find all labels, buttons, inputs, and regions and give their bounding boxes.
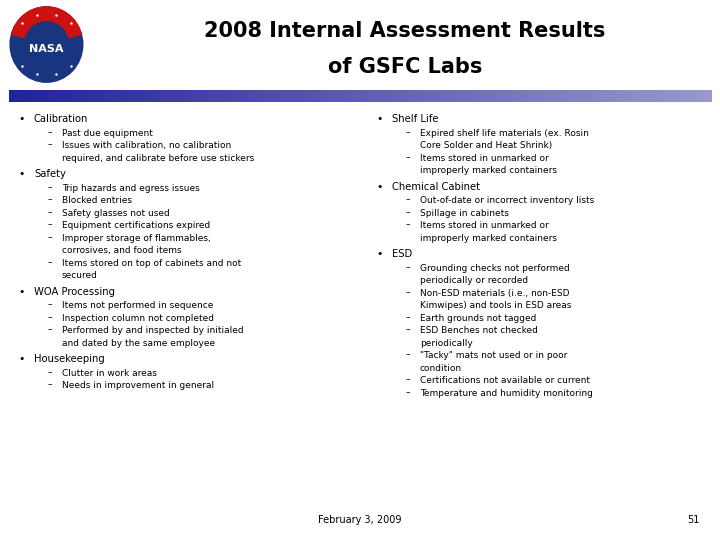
Text: –: – bbox=[48, 380, 53, 389]
Text: –: – bbox=[406, 375, 410, 384]
Text: Inspection column not completed: Inspection column not completed bbox=[62, 314, 214, 323]
Text: WOA Processing: WOA Processing bbox=[34, 287, 115, 297]
Text: Items stored in unmarked or: Items stored in unmarked or bbox=[420, 154, 549, 163]
Text: periodically or recorded: periodically or recorded bbox=[420, 276, 528, 285]
Wedge shape bbox=[11, 6, 82, 38]
Text: corrosives, and food items: corrosives, and food items bbox=[62, 246, 181, 255]
Text: •: • bbox=[377, 114, 383, 124]
Text: •: • bbox=[377, 249, 383, 259]
Text: Out-of-date or incorrect inventory lists: Out-of-date or incorrect inventory lists bbox=[420, 196, 594, 205]
Text: –: – bbox=[48, 220, 53, 230]
Text: Items stored in unmarked or: Items stored in unmarked or bbox=[420, 221, 549, 230]
Text: –: – bbox=[406, 263, 410, 272]
Text: –: – bbox=[48, 128, 53, 137]
Text: secured: secured bbox=[62, 271, 98, 280]
Text: Housekeeping: Housekeeping bbox=[34, 354, 104, 364]
Text: "Tacky" mats not used or in poor: "Tacky" mats not used or in poor bbox=[420, 351, 567, 360]
Text: Shelf Life: Shelf Life bbox=[392, 114, 438, 124]
Text: and dated by the same employee: and dated by the same employee bbox=[62, 339, 215, 348]
Text: Blocked entries: Blocked entries bbox=[62, 196, 132, 205]
Text: –: – bbox=[48, 233, 53, 242]
Text: –: – bbox=[406, 388, 410, 397]
Circle shape bbox=[9, 6, 84, 83]
Text: Trip hazards and egress issues: Trip hazards and egress issues bbox=[62, 184, 199, 193]
Text: condition: condition bbox=[420, 364, 462, 373]
Text: –: – bbox=[48, 140, 53, 149]
Text: Issues with calibration, no calibration: Issues with calibration, no calibration bbox=[62, 141, 231, 150]
Text: February 3, 2009: February 3, 2009 bbox=[318, 515, 402, 525]
Text: Non-ESD materials (i.e., non-ESD: Non-ESD materials (i.e., non-ESD bbox=[420, 289, 570, 298]
Text: –: – bbox=[406, 350, 410, 359]
Text: 51: 51 bbox=[688, 515, 700, 525]
Text: Items stored on top of cabinets and not: Items stored on top of cabinets and not bbox=[62, 259, 241, 268]
Text: –: – bbox=[48, 368, 53, 377]
Text: –: – bbox=[406, 288, 410, 297]
Text: Clutter in work areas: Clutter in work areas bbox=[62, 369, 157, 378]
Text: required, and calibrate before use stickers: required, and calibrate before use stick… bbox=[62, 154, 254, 163]
Text: –: – bbox=[48, 258, 53, 267]
Text: Core Solder and Heat Shrink): Core Solder and Heat Shrink) bbox=[420, 141, 552, 150]
Text: periodically: periodically bbox=[420, 339, 473, 348]
Text: •: • bbox=[19, 169, 25, 179]
Text: Safety: Safety bbox=[34, 169, 66, 179]
Text: Past due equipment: Past due equipment bbox=[62, 129, 153, 138]
Text: •: • bbox=[19, 287, 25, 297]
Text: Improper storage of flammables,: Improper storage of flammables, bbox=[62, 234, 211, 243]
Text: improperly marked containers: improperly marked containers bbox=[420, 234, 557, 243]
Text: Grounding checks not performed: Grounding checks not performed bbox=[420, 264, 570, 273]
Text: Calibration: Calibration bbox=[34, 114, 89, 124]
Text: –: – bbox=[406, 313, 410, 322]
Text: –: – bbox=[406, 128, 410, 137]
Text: –: – bbox=[406, 195, 410, 204]
Text: •: • bbox=[377, 182, 383, 192]
Text: 2008 Internal Assessment Results: 2008 Internal Assessment Results bbox=[204, 21, 606, 40]
Text: Temperature and humidity monitoring: Temperature and humidity monitoring bbox=[420, 389, 593, 398]
Text: Earth grounds not tagged: Earth grounds not tagged bbox=[420, 314, 536, 323]
Text: –: – bbox=[406, 220, 410, 230]
Text: •: • bbox=[19, 354, 25, 364]
Text: –: – bbox=[406, 208, 410, 217]
Text: ESD: ESD bbox=[392, 249, 413, 259]
Text: NASA: NASA bbox=[30, 44, 63, 54]
Text: –: – bbox=[48, 208, 53, 217]
Text: –: – bbox=[48, 183, 53, 192]
Text: –: – bbox=[48, 195, 53, 204]
Text: –: – bbox=[48, 313, 53, 322]
Text: ESD Benches not checked: ESD Benches not checked bbox=[420, 326, 538, 335]
Text: Certifications not available or current: Certifications not available or current bbox=[420, 376, 590, 385]
Text: Expired shelf life materials (ex. Rosin: Expired shelf life materials (ex. Rosin bbox=[420, 129, 589, 138]
Text: –: – bbox=[406, 153, 410, 162]
Text: Chemical Cabinet: Chemical Cabinet bbox=[392, 182, 480, 192]
Text: –: – bbox=[48, 325, 53, 334]
Text: Safety glasses not used: Safety glasses not used bbox=[62, 209, 170, 218]
Text: Items not performed in sequence: Items not performed in sequence bbox=[62, 301, 213, 310]
Text: Performed by and inspected by initialed: Performed by and inspected by initialed bbox=[62, 326, 243, 335]
Text: –: – bbox=[48, 300, 53, 309]
Text: Needs in improvement in general: Needs in improvement in general bbox=[62, 381, 214, 390]
Text: –: – bbox=[406, 325, 410, 334]
Text: Kimwipes) and tools in ESD areas: Kimwipes) and tools in ESD areas bbox=[420, 301, 572, 310]
Text: Spillage in cabinets: Spillage in cabinets bbox=[420, 209, 509, 218]
Text: Equipment certifications expired: Equipment certifications expired bbox=[62, 221, 210, 230]
Text: •: • bbox=[19, 114, 25, 124]
Text: improperly marked containers: improperly marked containers bbox=[420, 166, 557, 176]
Text: of GSFC Labs: of GSFC Labs bbox=[328, 57, 482, 77]
